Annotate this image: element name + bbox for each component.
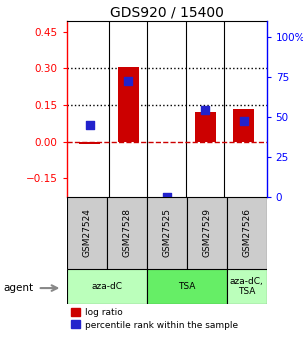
Text: TSA: TSA xyxy=(178,282,195,291)
Point xyxy=(203,108,208,113)
Point xyxy=(126,79,131,84)
Text: agent: agent xyxy=(3,283,33,293)
Point xyxy=(241,119,246,124)
Bar xyxy=(107,197,147,269)
Bar xyxy=(118,67,139,142)
Bar xyxy=(227,269,267,304)
Bar xyxy=(79,142,100,144)
Bar xyxy=(227,197,267,269)
Point xyxy=(87,122,92,127)
Bar xyxy=(147,269,227,304)
Bar xyxy=(233,109,254,142)
Bar xyxy=(187,197,227,269)
Text: GSM27526: GSM27526 xyxy=(242,208,251,257)
Text: GSM27524: GSM27524 xyxy=(82,208,91,257)
Text: aza-dC,
TSA: aza-dC, TSA xyxy=(230,277,264,296)
Text: GSM27529: GSM27529 xyxy=(202,208,211,257)
Bar xyxy=(147,197,187,269)
Point xyxy=(164,194,169,199)
Text: aza-dC: aza-dC xyxy=(91,282,122,291)
Bar xyxy=(67,197,107,269)
Text: GSM27525: GSM27525 xyxy=(162,208,171,257)
Bar xyxy=(195,112,216,142)
Legend: log ratio, percentile rank within the sample: log ratio, percentile rank within the sa… xyxy=(71,308,238,329)
Bar xyxy=(67,269,147,304)
Text: GSM27528: GSM27528 xyxy=(122,208,131,257)
Title: GDS920 / 15400: GDS920 / 15400 xyxy=(110,6,224,20)
